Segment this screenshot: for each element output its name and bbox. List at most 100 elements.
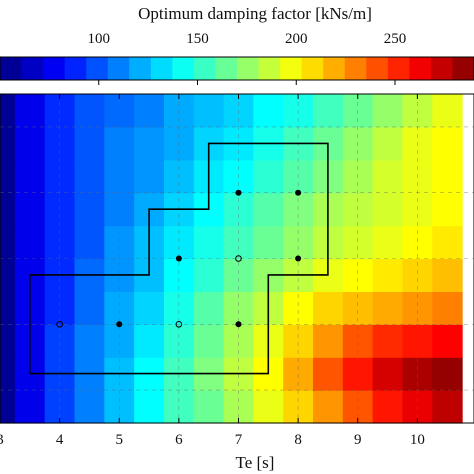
heatmap-cell — [372, 159, 404, 194]
heatmap-cell — [342, 192, 374, 227]
heatmap-cell — [134, 291, 165, 325]
heatmap-cell — [0, 390, 16, 424]
plot-frame — [0, 93, 474, 424]
x-tick-label: 10 — [410, 432, 425, 448]
colorbar-block — [237, 57, 260, 80]
data-point-filled — [295, 255, 302, 262]
heatmap-cell — [104, 324, 135, 358]
heatmap-cell — [104, 192, 135, 227]
heatmap-cell — [0, 324, 16, 358]
heatmap-cell — [342, 94, 374, 128]
data-points — [56, 189, 302, 328]
heatmap-cell — [372, 94, 404, 128]
heatmap-cell — [432, 126, 463, 161]
heatmap-cell — [432, 94, 463, 128]
heatmap-cell — [342, 225, 374, 260]
heatmap-cell — [253, 192, 284, 227]
heatmap-cell — [74, 390, 105, 424]
heatmap-cell — [14, 390, 46, 424]
heatmap-cell — [372, 258, 404, 292]
heatmap-cell — [14, 159, 46, 194]
colorbar-block — [344, 57, 367, 80]
heatmap-cell — [134, 159, 165, 194]
heatmap-cell — [104, 94, 135, 128]
heatmap-cell — [104, 159, 135, 194]
x-tick-label: 8 — [294, 432, 302, 448]
heatmap-cell — [193, 291, 225, 325]
colorbar-block — [0, 57, 23, 80]
heatmap-cell — [372, 192, 404, 227]
colorbar-block — [64, 57, 87, 80]
heatmap-cell — [14, 94, 46, 128]
data-point-filled — [235, 321, 242, 328]
heatmap-cell — [372, 357, 404, 391]
heatmap-cell — [372, 126, 404, 161]
heatmap-cell — [134, 94, 165, 128]
heatmap-cell — [104, 291, 135, 325]
x-tick-label: 3 — [0, 432, 4, 448]
data-point-open — [175, 321, 183, 328]
heatmap-cell — [74, 291, 105, 325]
heatmap-cell — [313, 324, 344, 358]
x-tick-label: 5 — [115, 432, 123, 448]
colorbar-block — [387, 57, 410, 80]
heatmap-cell — [74, 192, 105, 227]
heatmap-cell — [372, 324, 404, 358]
heatmap-cell — [0, 94, 16, 128]
x-tick-marks — [0, 94, 418, 423]
data-point-open — [56, 321, 63, 328]
heatmap-cell — [134, 390, 165, 424]
colorbar-block — [366, 57, 389, 80]
colorbar-block — [215, 57, 238, 80]
colorbar-block — [193, 57, 216, 80]
colorbar-block — [86, 57, 109, 80]
x-tick-labels: 3 4 5 6 7 8 9 10 — [0, 432, 425, 448]
colorbar-block — [150, 57, 173, 80]
heatmap-cell — [253, 159, 284, 194]
heatmap-cell — [0, 291, 16, 325]
heatmap-cell — [193, 225, 225, 260]
heatmap-cell — [193, 324, 225, 358]
heatmap-cell — [0, 126, 16, 161]
heatmap-cell — [432, 324, 463, 358]
colorbar-block — [107, 57, 130, 80]
grid-lines — [0, 94, 474, 423]
colorbar-tick-label: 200 — [285, 31, 308, 47]
heatmap-cell — [104, 126, 135, 161]
heatmap-cell — [0, 159, 16, 194]
colorbar-tick-labels: 100 150 200 250 — [88, 31, 406, 85]
heatmap-cell — [342, 159, 374, 194]
heatmap-cell — [432, 192, 463, 227]
heatmap-cell — [193, 390, 225, 424]
heatmap-cell — [253, 94, 284, 128]
colorbar-title: Optimum damping factor [kNs/m] — [138, 4, 372, 23]
data-point-open — [235, 255, 242, 262]
x-tick-label: 6 — [175, 432, 183, 448]
x-axis-label: Te [s] — [236, 453, 275, 472]
colorbar-block — [280, 57, 303, 80]
heatmap-cell — [74, 225, 105, 260]
heatmap-cell — [372, 390, 404, 424]
colorbar-block — [452, 57, 474, 80]
data-point-filled — [295, 189, 302, 196]
heatmap-cell — [342, 291, 374, 325]
colorbar-block — [409, 57, 432, 80]
heatmap-cell — [74, 324, 105, 358]
heatmap-cell — [253, 225, 284, 260]
heatmap-cell — [313, 357, 344, 391]
heatmap-cell — [0, 258, 16, 292]
heatmap-cell — [313, 390, 344, 424]
heatmap-cell — [14, 126, 46, 161]
heatmap-cell — [372, 225, 404, 260]
colorbar-block — [258, 57, 281, 80]
data-point-filled — [175, 255, 182, 262]
heatmap-cell — [74, 94, 105, 128]
data-point-filled — [116, 321, 123, 328]
heatmap-cell — [432, 291, 463, 325]
heatmap-cell — [14, 192, 46, 227]
heatmap-cell — [74, 126, 105, 161]
colorbar-tick-label: 100 — [88, 31, 111, 47]
region-outline — [28, 142, 329, 375]
heatmap-cell — [0, 192, 16, 227]
